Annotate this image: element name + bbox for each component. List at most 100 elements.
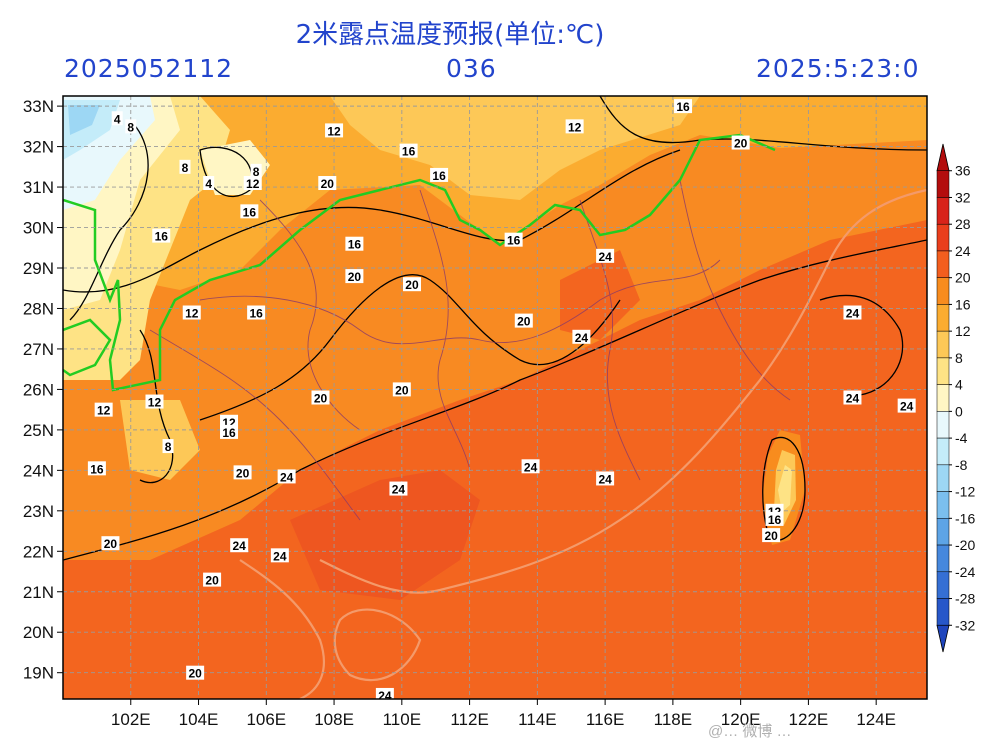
contour-label-bg bbox=[220, 424, 239, 439]
contour-label-bg bbox=[843, 390, 862, 405]
contour-label-bg bbox=[430, 167, 449, 182]
contour-label: 12 bbox=[246, 177, 260, 191]
colorbar-label: -20 bbox=[955, 537, 975, 553]
contour-label: 8 bbox=[165, 440, 172, 454]
colorbar-swatch bbox=[936, 437, 950, 466]
contour-label: 12 bbox=[568, 120, 582, 134]
colorbar-swatch bbox=[936, 277, 950, 305]
contour-label-bg bbox=[94, 402, 113, 417]
colorbar-swatch bbox=[936, 411, 950, 439]
contour-label-bg bbox=[731, 135, 750, 150]
contour-label-bg bbox=[389, 481, 408, 496]
contour-label-bg bbox=[318, 176, 337, 191]
contour-label: 24 bbox=[280, 470, 294, 484]
lon-tick-label: 118E bbox=[654, 710, 692, 729]
colorbar-swatch bbox=[936, 223, 950, 252]
contour-label-bg bbox=[345, 269, 364, 284]
contour-label-bg bbox=[186, 665, 205, 680]
contour-label-bg bbox=[345, 236, 364, 251]
contour-label-bg bbox=[572, 329, 591, 344]
contour-label: 8 bbox=[182, 161, 189, 175]
colorbar-label: 36 bbox=[955, 163, 971, 179]
lat-tick-label: 24N bbox=[23, 461, 54, 480]
contour-label: 16 bbox=[222, 426, 236, 440]
contour-label: 4 bbox=[205, 177, 212, 191]
contour-label-bg bbox=[101, 536, 120, 551]
lon-tick-label: 110E bbox=[383, 710, 421, 729]
contour-label: 24 bbox=[598, 472, 612, 486]
lat-tick-label: 20N bbox=[23, 623, 54, 642]
colorbar-swatch bbox=[936, 330, 950, 359]
colorbar-swatch bbox=[936, 357, 950, 385]
contour-label: 20 bbox=[188, 667, 202, 681]
contour-label-bg bbox=[247, 305, 266, 320]
valid-time: 2025:5:23:0 bbox=[756, 54, 920, 83]
contour-label: 16 bbox=[676, 100, 690, 114]
contour-label: 20 bbox=[764, 529, 778, 543]
lat-tick-label: 33N bbox=[23, 97, 54, 116]
lon-tick-label: 102E bbox=[111, 710, 151, 729]
contour-label-bg bbox=[125, 119, 137, 134]
contour-label-bg bbox=[325, 123, 344, 138]
colorbar-swatch bbox=[936, 250, 950, 278]
contour-label: 4 bbox=[114, 112, 121, 126]
contour-label: 20 bbox=[348, 270, 362, 284]
contour-label: 20 bbox=[517, 315, 531, 329]
colorbar-swatch bbox=[936, 304, 950, 332]
contour-label: 24 bbox=[846, 307, 860, 321]
colorbar-swatch bbox=[936, 170, 950, 198]
lat-tick-label: 26N bbox=[23, 380, 54, 399]
lat-tick-label: 21N bbox=[23, 583, 54, 602]
contour-label-bg bbox=[230, 538, 249, 553]
contour-label: 8 bbox=[127, 120, 134, 134]
contour-label: 16 bbox=[402, 145, 416, 159]
contour-label-bg bbox=[565, 119, 584, 134]
contour-label-bg bbox=[240, 204, 259, 219]
contour-label-bg bbox=[843, 305, 862, 320]
contour-label: 20 bbox=[236, 466, 250, 480]
colorbar-label: -32 bbox=[955, 617, 975, 633]
lat-tick-label: 22N bbox=[23, 542, 54, 561]
colorbar-swatch bbox=[936, 518, 950, 546]
contour-label: 16 bbox=[507, 234, 521, 248]
contour-label: 8 bbox=[253, 165, 260, 179]
contour-label: 20 bbox=[395, 383, 409, 397]
lead-hour: 036 bbox=[446, 54, 497, 83]
lon-tick-label: 124E bbox=[856, 710, 896, 729]
colorbar-swatch bbox=[936, 384, 950, 412]
contour-label: 24 bbox=[273, 549, 287, 563]
contour-label-bg bbox=[596, 471, 615, 486]
contour-label: 20 bbox=[205, 574, 219, 588]
colorbar-swatch bbox=[936, 197, 950, 225]
contour-label: 20 bbox=[104, 537, 118, 551]
lon-tick-label: 108E bbox=[314, 710, 354, 729]
contour-label: 16 bbox=[432, 169, 446, 183]
contour-label: 12 bbox=[148, 396, 162, 410]
contour-label: 20 bbox=[734, 137, 748, 151]
contour-label-bg bbox=[402, 277, 421, 292]
contour-label: 20 bbox=[321, 177, 335, 191]
colorbar-label: -12 bbox=[955, 484, 975, 500]
contour-label-bg bbox=[145, 394, 164, 409]
lon-tick-label: 104E bbox=[179, 710, 219, 729]
lon-tick-label: 106E bbox=[246, 710, 286, 729]
contour-label: 16 bbox=[348, 238, 362, 252]
contour-label-bg bbox=[399, 143, 418, 158]
contour-label-bg bbox=[674, 99, 693, 114]
colorbar-label: 32 bbox=[955, 189, 971, 205]
lon-tick-label: 116E bbox=[586, 710, 624, 729]
colorbar-label: 4 bbox=[955, 377, 963, 393]
lat-tick-label: 32N bbox=[23, 138, 54, 157]
contour-label: 16 bbox=[155, 230, 169, 244]
contour-label-bg bbox=[243, 176, 262, 191]
colorbar-swatch bbox=[936, 571, 950, 599]
contour-label: 24 bbox=[598, 250, 612, 264]
colorbar-swatch bbox=[936, 544, 950, 573]
colorbar-label: 0 bbox=[955, 403, 963, 419]
lat-tick-label: 27N bbox=[23, 340, 54, 359]
map-frame bbox=[62, 95, 928, 700]
contour-label-bg bbox=[87, 461, 106, 476]
contour-label: 24 bbox=[846, 392, 860, 406]
contour-label: 24 bbox=[392, 483, 406, 497]
